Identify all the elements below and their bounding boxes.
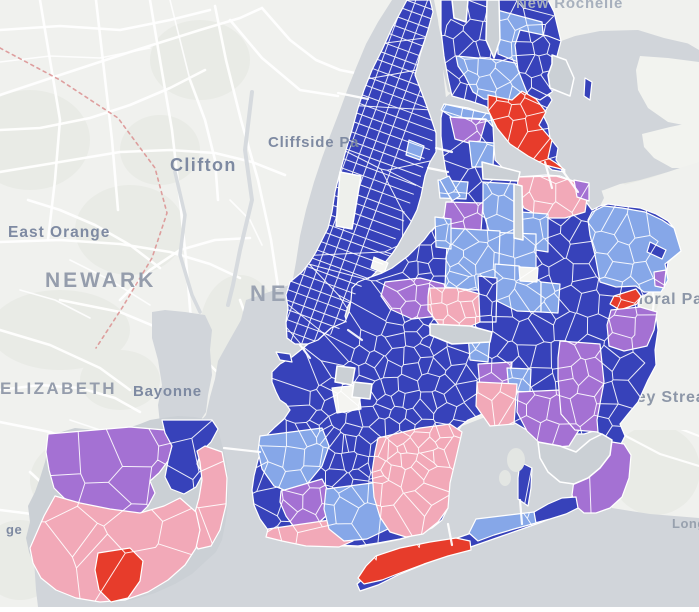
- svg-text:NEWARK: NEWARK: [45, 269, 156, 292]
- svg-text:East Orange: East Orange: [8, 224, 110, 241]
- svg-text:ge: ge: [6, 522, 22, 537]
- svg-text:ELIZABETH: ELIZABETH: [0, 379, 117, 398]
- svg-text:Clifton: Clifton: [170, 155, 237, 175]
- svg-text:Bayonne: Bayonne: [133, 383, 202, 400]
- svg-text:Cliffside Pa: Cliffside Pa: [268, 134, 359, 151]
- svg-text:New Rochelle: New Rochelle: [516, 0, 623, 12]
- svg-text:Floral Park: Floral Park: [628, 291, 699, 308]
- svg-text:Long B: Long B: [672, 516, 699, 531]
